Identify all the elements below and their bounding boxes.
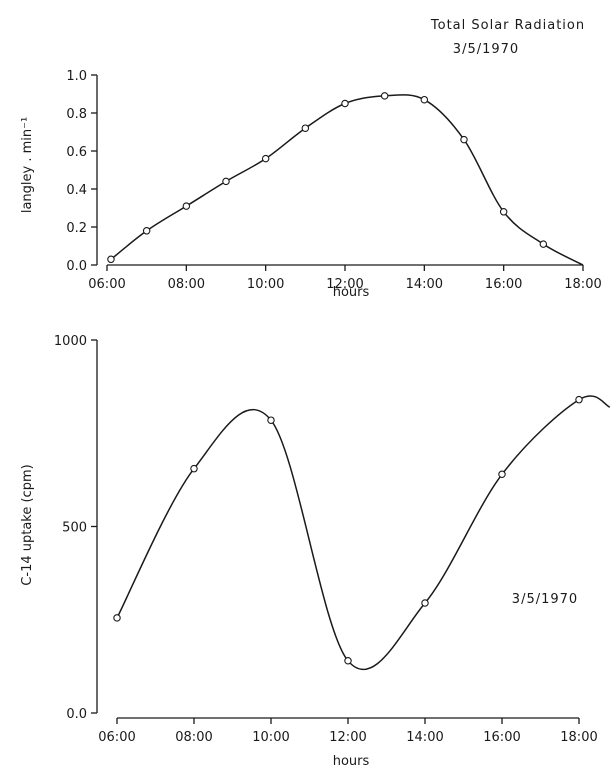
- data-point: [113, 614, 121, 622]
- data-point: [267, 416, 275, 424]
- series-line: [116, 395, 610, 670]
- x-tick-label: 18:00: [560, 730, 597, 745]
- x-tick-label: 06:00: [98, 730, 135, 745]
- y-tick-label: 0.2: [66, 221, 87, 236]
- x-tick-label: 08:00: [175, 730, 212, 745]
- data-point: [499, 208, 508, 216]
- x-tick-label: 10:00: [247, 277, 284, 292]
- y-tick-label: 1000: [54, 334, 87, 349]
- y-tick-label: 500: [62, 521, 87, 536]
- data-point: [420, 95, 429, 104]
- data-point: [261, 154, 270, 163]
- y-axis-label: langley . min⁻¹: [20, 117, 35, 213]
- chart-annotation: 3/5/1970: [512, 592, 578, 607]
- x-tick-label: 14:00: [406, 277, 443, 292]
- y-tick-label: 0.0: [66, 259, 87, 274]
- x-tick-label: 12:00: [329, 730, 366, 745]
- data-point: [107, 255, 115, 264]
- solar-radiation-chart: Total Solar Radiation 3/5/1970 langley .…: [20, 18, 602, 300]
- x-tick-label: 10:00: [252, 730, 289, 745]
- x-tick-label: 18:00: [564, 277, 601, 292]
- tick-labels: 0.0 500 1000 06:00 08:00 10:00 12:00 14:00 16:00…: [54, 334, 598, 745]
- y-tick-label: 0.6: [66, 145, 87, 160]
- chart-title: Total Solar Radiation: [430, 18, 585, 33]
- data-point: [539, 240, 548, 248]
- data-point: [380, 92, 389, 100]
- y-tick-label: 0.4: [66, 183, 87, 198]
- data-point: [421, 599, 429, 607]
- y-axis-label: C-14 uptake (cpm): [20, 464, 35, 585]
- x-tick-label: 08:00: [168, 277, 205, 292]
- data-point: [142, 227, 151, 235]
- data-point: [301, 124, 310, 132]
- tick-labels: 0.0 0.2 0.4 0.6 0.8 1.0 06:00 08:00 10:00 12:00 14…: [66, 69, 601, 292]
- data-point: [341, 99, 349, 108]
- chart-subtitle: 3/5/1970: [453, 42, 519, 57]
- y-tick-label: 0.8: [66, 107, 87, 122]
- x-tick-label: 12:00: [326, 277, 363, 292]
- data-point: [222, 177, 230, 186]
- axes: [91, 74, 584, 271]
- data-point: [182, 202, 191, 210]
- c14-uptake-chart: C-14 uptake (cpm) hours 3/5/1970 0.0 500 1…: [20, 334, 610, 769]
- data-points: [107, 92, 548, 264]
- x-axis-label: hours: [333, 754, 370, 769]
- x-tick-label: 16:00: [485, 277, 522, 292]
- x-tick-label: 06:00: [88, 277, 125, 292]
- y-tick-label: 1.0: [66, 69, 87, 84]
- data-points: [113, 395, 583, 665]
- data-point: [498, 470, 506, 479]
- x-tick-label: 16:00: [483, 730, 520, 745]
- data-point: [575, 395, 583, 404]
- data-point: [344, 657, 352, 665]
- x-axis-label: hours: [333, 285, 370, 300]
- series-line: [110, 94, 584, 266]
- data-point: [460, 135, 468, 144]
- data-point: [190, 464, 198, 473]
- y-tick-label: 0.0: [66, 707, 87, 722]
- x-tick-label: 14:00: [406, 730, 443, 745]
- axes: [91, 339, 580, 724]
